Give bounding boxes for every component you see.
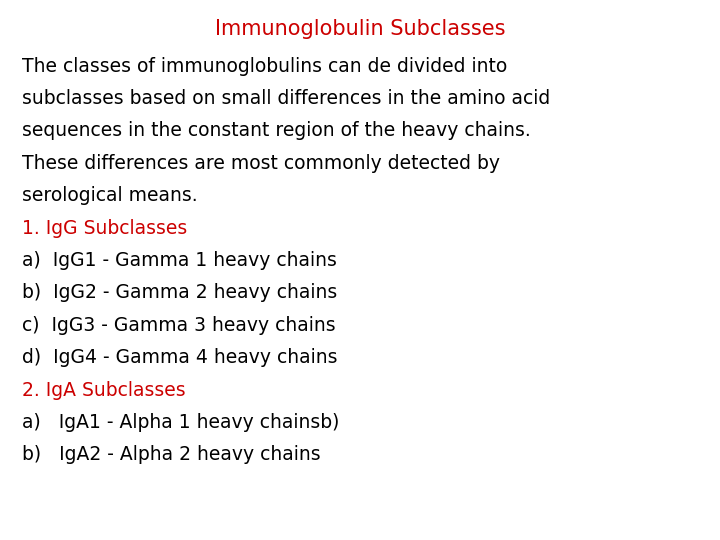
Text: b)  IgG2 - Gamma 2 heavy chains: b) IgG2 - Gamma 2 heavy chains bbox=[22, 284, 337, 302]
Text: c)  IgG3 - Gamma 3 heavy chains: c) IgG3 - Gamma 3 heavy chains bbox=[22, 316, 336, 335]
Text: a)   IgA1 - Alpha 1 heavy chainsb): a) IgA1 - Alpha 1 heavy chainsb) bbox=[22, 413, 339, 432]
Text: The classes of immunoglobulins can de divided into: The classes of immunoglobulins can de di… bbox=[22, 57, 507, 76]
Text: subclasses based on small differences in the amino acid: subclasses based on small differences in… bbox=[22, 89, 550, 108]
Text: sequences in the constant region of the heavy chains.: sequences in the constant region of the … bbox=[22, 122, 531, 140]
Text: d)  IgG4 - Gamma 4 heavy chains: d) IgG4 - Gamma 4 heavy chains bbox=[22, 348, 337, 367]
Text: a)  IgG1 - Gamma 1 heavy chains: a) IgG1 - Gamma 1 heavy chains bbox=[22, 251, 336, 270]
Text: Immunoglobulin Subclasses: Immunoglobulin Subclasses bbox=[215, 19, 505, 39]
Text: 1. IgG Subclasses: 1. IgG Subclasses bbox=[22, 219, 187, 238]
Text: b)   IgA2 - Alpha 2 heavy chains: b) IgA2 - Alpha 2 heavy chains bbox=[22, 446, 320, 464]
Text: These differences are most commonly detected by: These differences are most commonly dete… bbox=[22, 154, 500, 173]
Text: 2. IgA Subclasses: 2. IgA Subclasses bbox=[22, 381, 185, 400]
Text: serological means.: serological means. bbox=[22, 186, 197, 205]
